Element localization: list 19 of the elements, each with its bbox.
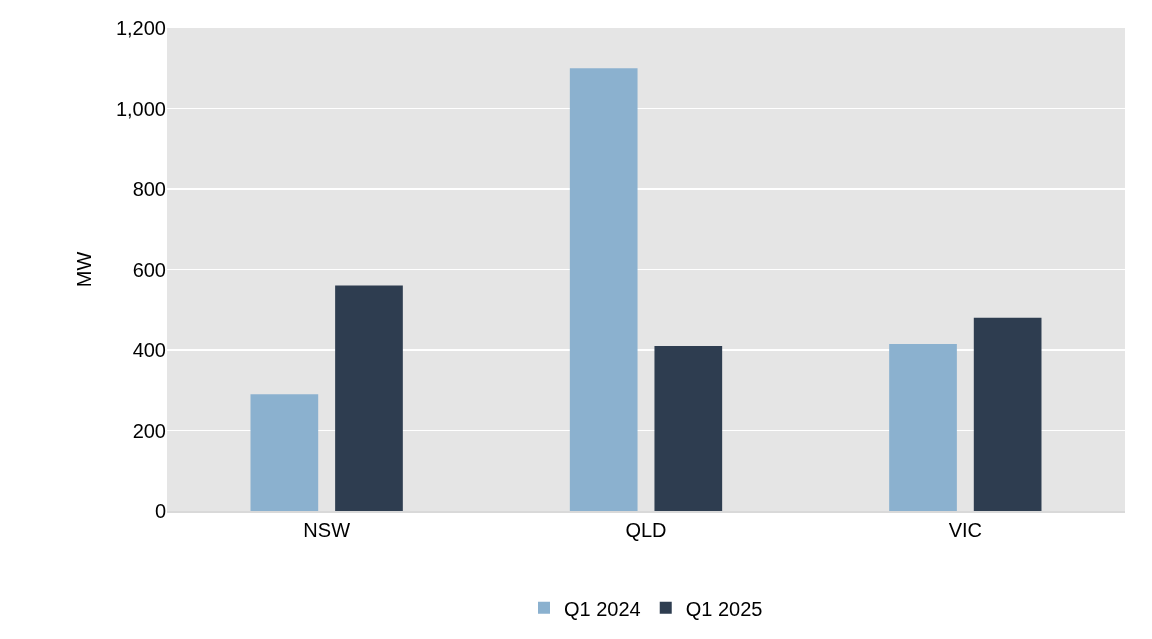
x-tick-label: NSW (303, 518, 351, 541)
y-tick-label: 200 (132, 419, 166, 442)
bar (250, 394, 319, 511)
y-tick-label: 400 (132, 339, 166, 361)
x-tick-label: QLD (625, 518, 667, 541)
bar (889, 343, 957, 511)
legend-label: Q1 2024 (564, 597, 641, 620)
y-tick-label: 800 (132, 178, 166, 200)
bar (973, 317, 1042, 511)
y-tick-label: 1,200 (115, 17, 166, 39)
bar (335, 285, 403, 511)
y-tick-label: 0 (154, 500, 166, 522)
y-axis-title: MW (73, 251, 96, 288)
bar (654, 345, 723, 511)
y-tick-label: 600 (132, 258, 166, 281)
y-tick-label: 1,000 (115, 97, 166, 120)
x-tick-label: VIC (948, 518, 982, 541)
bar (569, 68, 638, 511)
legend-label: Q1 2025 (685, 597, 763, 620)
